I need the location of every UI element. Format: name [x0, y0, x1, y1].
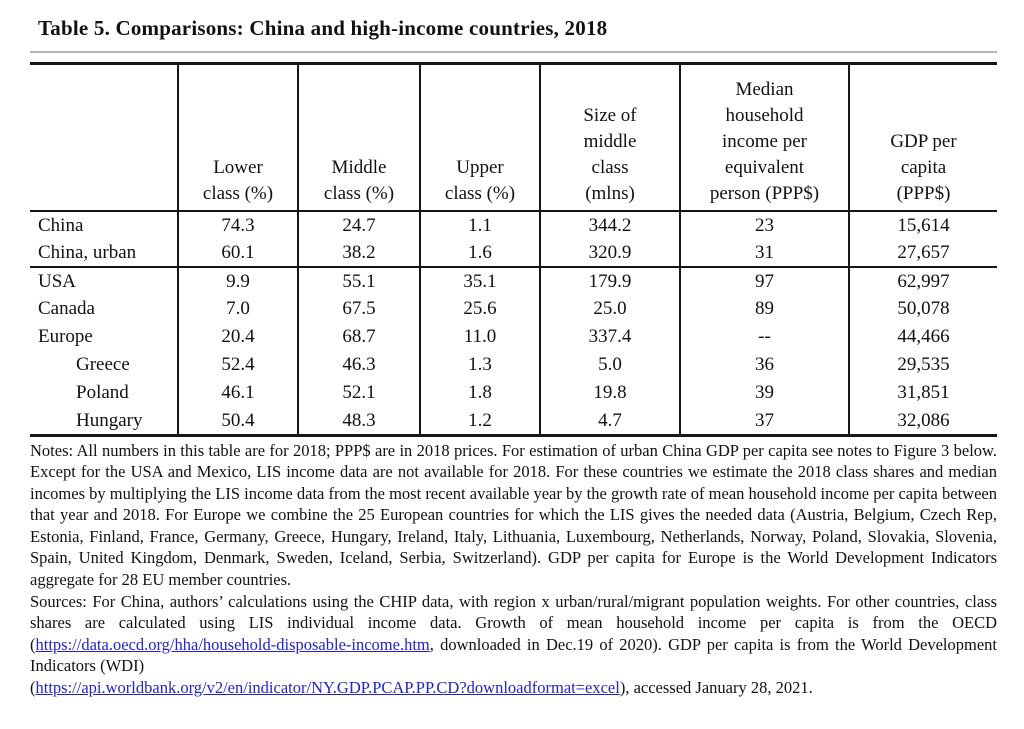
cell-upper-class: 11.0: [419, 322, 540, 351]
table-row-usa: USA 9.9 55.1 35.1 179.9 97 62,997: [30, 265, 997, 295]
cell-lower-class: 60.1: [177, 238, 298, 267]
cell-middle-class: 52.1: [297, 378, 420, 407]
cell-country: USA: [30, 265, 178, 295]
sources-paragraph: Sources: For China, authors’ calculation…: [30, 591, 997, 699]
cell-lower-class: 52.4: [177, 350, 298, 379]
cell-country: Europe: [38, 326, 93, 347]
cell-middle-class: 67.5: [297, 294, 420, 323]
table-row-europe: Europe 20.4 68.7 11.0 337.4 -- 44,466: [30, 322, 997, 351]
notes-text: Notes: All numbers in this table are for…: [30, 440, 997, 590]
cell-middle-class-size: 4.7: [539, 406, 680, 435]
cell-lower-class: 7.0: [177, 294, 298, 323]
cell-country: China: [38, 214, 84, 236]
divider-rule: [30, 51, 997, 53]
cell-middle-class-size: 5.0: [539, 350, 680, 379]
table-row-canada: Canada 7.0 67.5 25.6 25.0 89 50,078: [30, 294, 997, 323]
cell-middle-class: 38.2: [297, 238, 420, 267]
cell-middle-class: 48.3: [297, 406, 420, 435]
cell-upper-class: 1.2: [419, 406, 540, 435]
cell-median-income: 97: [679, 265, 849, 295]
column-header-median-income: Median household income per equivalent p…: [679, 63, 849, 212]
cell-upper-class: 1.1: [419, 210, 540, 239]
cell-middle-class-size: 320.9: [539, 238, 680, 267]
cell-gdp-per-capita: 50,078: [848, 294, 997, 323]
cell-median-income: 37: [679, 406, 849, 435]
cell-median-income: 23: [679, 210, 849, 239]
cell-lower-class: 50.4: [177, 406, 298, 435]
cell-middle-class-size: 344.2: [539, 210, 680, 239]
cell-middle-class: 68.7: [297, 322, 420, 351]
cell-country: China, urban: [38, 241, 137, 263]
page-title: Table 5. Comparisons: China and high-inc…: [38, 16, 608, 40]
cell-country: Canada: [38, 298, 95, 319]
cell-upper-class: 25.6: [419, 294, 540, 323]
column-header-gdp-per-capita: GDP per capita (PPP$): [848, 63, 997, 212]
cell-lower-class: 9.9: [177, 265, 298, 295]
cell-gdp-per-capita: 27,657: [848, 238, 997, 267]
cell-upper-class: 35.1: [419, 265, 540, 295]
cell-middle-class-size: 19.8: [539, 378, 680, 407]
cell-median-income: --: [679, 322, 849, 351]
cell-upper-class: 1.6: [419, 238, 540, 267]
worldbank-data-link[interactable]: https://api.worldbank.org/v2/en/indicato…: [35, 678, 620, 698]
cell-middle-class-size: 337.4: [539, 322, 680, 351]
cell-gdp-per-capita: 29,535: [848, 350, 997, 379]
cell-middle-class: 24.7: [297, 210, 420, 239]
sources-text-3: (: [30, 678, 36, 698]
table-row-hungary: Hungary 50.4 48.3 1.2 4.7 37 32,086: [30, 406, 997, 435]
notes-paragraph: Notes: All numbers in this table are for…: [30, 440, 997, 591]
cell-middle-class: 46.3: [297, 350, 420, 379]
cell-middle-class-size: 25.0: [539, 294, 680, 323]
cell-lower-class: 46.1: [177, 378, 298, 407]
column-header-middle-class-size: Size of middle class (mlns): [539, 63, 680, 212]
cell-lower-class: 74.3: [177, 210, 298, 239]
cell-median-income: 31: [679, 238, 849, 267]
cell-upper-class: 1.3: [419, 350, 540, 379]
oecd-data-link[interactable]: https://data.oecd.org/hha/household-disp…: [35, 634, 430, 654]
sources-text-4: ), accessed January 28, 2021.: [619, 678, 813, 698]
column-header-lower-class: Lower class (%): [177, 63, 298, 212]
sources-text-1: Sources: For China, authors’ calculation…: [30, 591, 997, 654]
cell-gdp-per-capita: 31,851: [848, 378, 997, 407]
cell-country: Hungary: [76, 409, 143, 431]
cell-country: Poland: [76, 382, 129, 403]
table-notes: Notes: All numbers in this table are for…: [30, 440, 997, 699]
table-row-china-urban: China, urban 60.1 38.2 1.6 320.9 31 27,6…: [30, 238, 997, 267]
table-row-china: China 74.3 24.7 1.1 344.2 23 15,614: [30, 210, 997, 239]
cell-upper-class: 1.8: [419, 378, 540, 407]
cell-median-income: 89: [679, 294, 849, 323]
cell-gdp-per-capita: 44,466: [848, 322, 997, 351]
cell-lower-class: 20.4: [177, 322, 298, 351]
cell-median-income: 39: [679, 378, 849, 407]
comparison-table: Lower class (%) Middle class (%) Upper c…: [30, 62, 997, 437]
cell-gdp-per-capita: 62,997: [848, 265, 997, 295]
cell-gdp-per-capita: 15,614: [848, 210, 997, 239]
table-row-greece: Greece 52.4 46.3 1.3 5.0 36 29,535: [30, 350, 997, 379]
table-row-poland: Poland 46.1 52.1 1.8 19.8 39 31,851: [30, 378, 997, 407]
sources-text-2: , downloaded in Dec.19 of 2020). GDP per…: [30, 634, 997, 676]
cell-country: Greece: [76, 354, 130, 375]
column-header-country: [30, 63, 178, 212]
cell-median-income: 36: [679, 350, 849, 379]
column-header-middle-class: Middle class (%): [297, 63, 420, 212]
header-row: Lower class (%) Middle class (%) Upper c…: [30, 63, 997, 212]
column-header-upper-class: Upper class (%): [419, 63, 540, 212]
cell-middle-class-size: 179.9: [539, 265, 680, 295]
cell-gdp-per-capita: 32,086: [848, 406, 997, 435]
cell-middle-class: 55.1: [297, 265, 420, 295]
